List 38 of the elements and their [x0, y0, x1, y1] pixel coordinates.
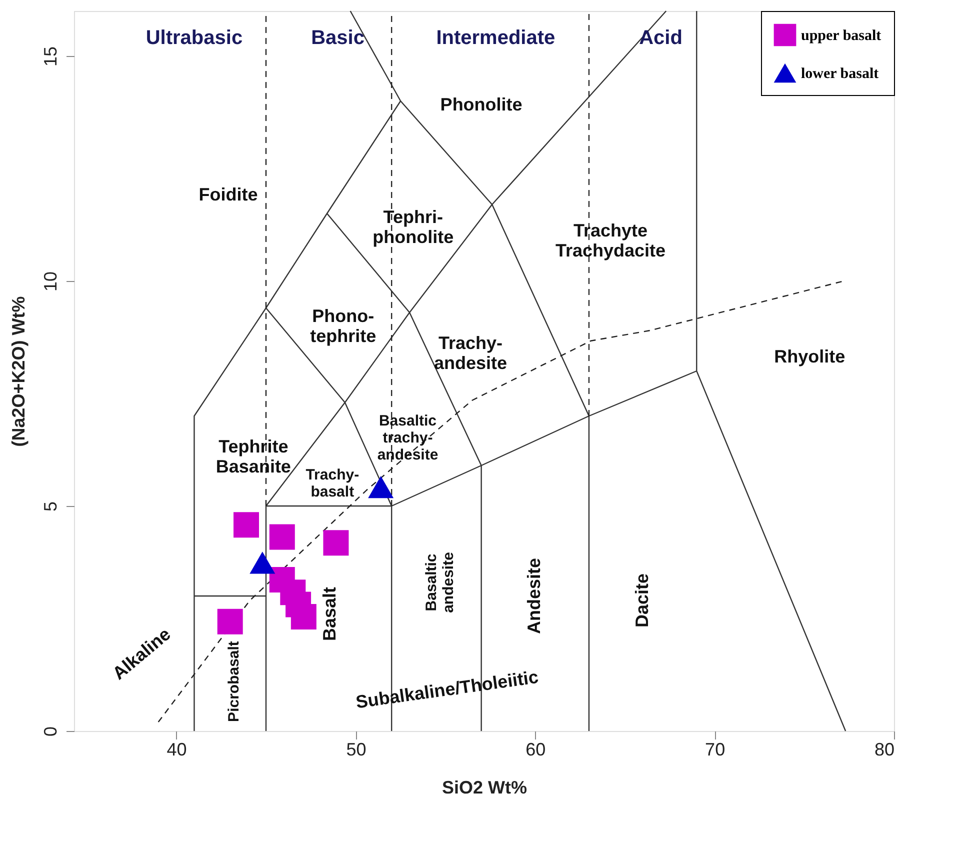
- annotation: Basic: [311, 27, 364, 49]
- y-tick-label: 0: [40, 726, 60, 737]
- annotation: Rhyolite: [774, 346, 846, 366]
- annotation: Tephri- phonolite: [372, 207, 454, 247]
- annotation: Basalt: [320, 586, 340, 642]
- y-axis-title: (Na2O+K2O) Wt%: [8, 296, 28, 447]
- annotation: Tephrite Basanite: [216, 436, 291, 476]
- point: [234, 512, 259, 538]
- annotation: Andesite: [524, 558, 544, 634]
- annotation: Phonolite: [440, 94, 522, 114]
- legend-label: upper basalt: [801, 28, 882, 44]
- legend-label: lower basalt: [801, 66, 879, 82]
- x-tick-label: 70: [705, 740, 726, 760]
- point: [323, 530, 349, 556]
- annotation: Trachy- basalt: [306, 466, 360, 500]
- x-tick-label: 40: [166, 740, 187, 760]
- annotation: Phono- tephrite: [310, 306, 376, 346]
- annotation: Basaltic andesite: [423, 552, 458, 613]
- annotation: Intermediate: [436, 27, 556, 49]
- y-tick-label: 15: [40, 46, 60, 67]
- annotation: Acid: [639, 27, 682, 49]
- annotation: Picrobasalt: [226, 641, 243, 722]
- point: [217, 608, 243, 634]
- point: [368, 476, 394, 498]
- y-tick-label: 10: [40, 271, 60, 292]
- annotation: Ultrabasic: [146, 27, 243, 49]
- point: [290, 604, 316, 630]
- y-tick-label: 5: [40, 501, 60, 512]
- annotation: Trachyte Trachydacite: [555, 220, 666, 260]
- x-axis-title: SiO2 Wt%: [442, 778, 528, 798]
- annotation: Foidite: [198, 184, 258, 204]
- x-tick-label: 50: [346, 740, 366, 760]
- x-tick-label: 60: [526, 740, 546, 760]
- annotation: Dacite: [632, 573, 652, 628]
- point: [250, 552, 276, 574]
- x-tick-label: 80: [874, 740, 894, 760]
- annotation: Trachy- andesite: [434, 333, 508, 373]
- point: [269, 524, 295, 550]
